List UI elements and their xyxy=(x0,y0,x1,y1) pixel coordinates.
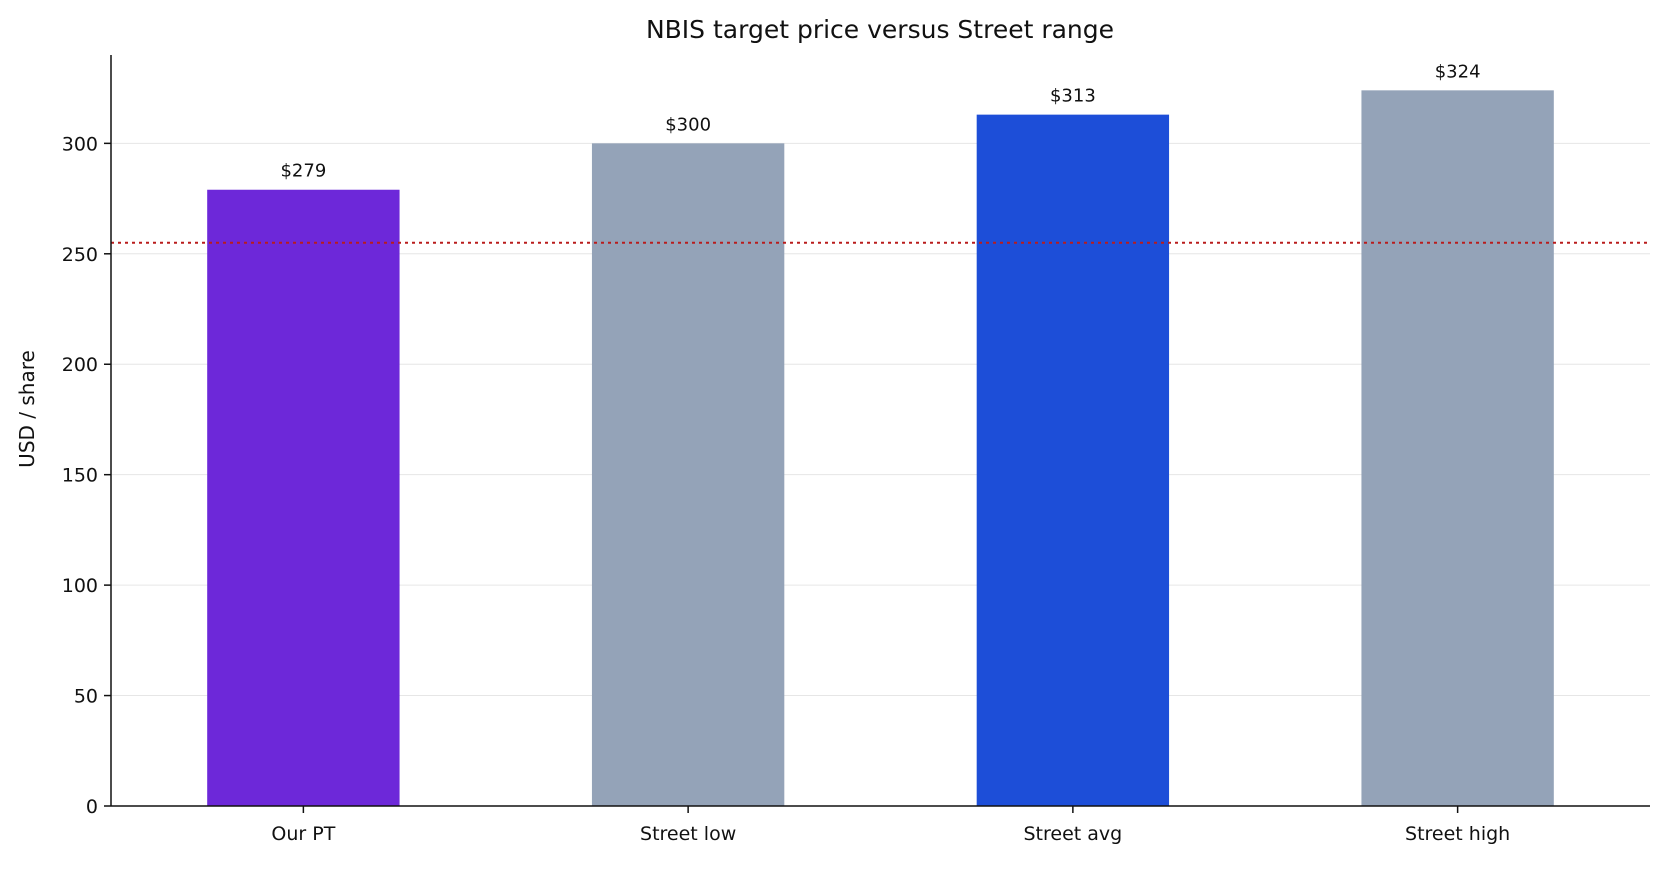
bar-street-avg xyxy=(976,114,1170,806)
bar-street-low xyxy=(591,143,785,807)
y-axis-label: USD / share xyxy=(15,350,39,468)
y-tick-label: 100 xyxy=(62,575,98,597)
data-label: $279 xyxy=(280,161,326,182)
data-labels: $279 $300 $313 $324 xyxy=(280,61,1480,181)
y-tick-label: 300 xyxy=(62,133,98,155)
data-label: $313 xyxy=(1050,86,1096,107)
axes: 0 50 100 150 200 250 300 Our PT Street low Street… xyxy=(62,55,1650,845)
x-tick-label: Street high xyxy=(1405,823,1510,845)
data-label: $300 xyxy=(665,114,711,135)
data-label: $324 xyxy=(1435,61,1481,82)
bar-street-high xyxy=(1361,90,1554,806)
chart-title: NBIS target price versus Street range xyxy=(646,15,1114,44)
y-tick-label: 250 xyxy=(62,244,98,266)
bars xyxy=(207,90,1554,807)
x-tick-label: Our PT xyxy=(271,823,335,845)
y-tick-label: 150 xyxy=(62,465,98,487)
y-tick-label: 0 xyxy=(86,796,98,818)
x-tick-label: Street avg xyxy=(1024,823,1123,845)
x-tick-label: Street low xyxy=(640,823,736,845)
y-tick-label: 200 xyxy=(62,354,98,376)
y-tick-label: 50 xyxy=(74,686,98,708)
bar-our-pt xyxy=(207,189,400,807)
